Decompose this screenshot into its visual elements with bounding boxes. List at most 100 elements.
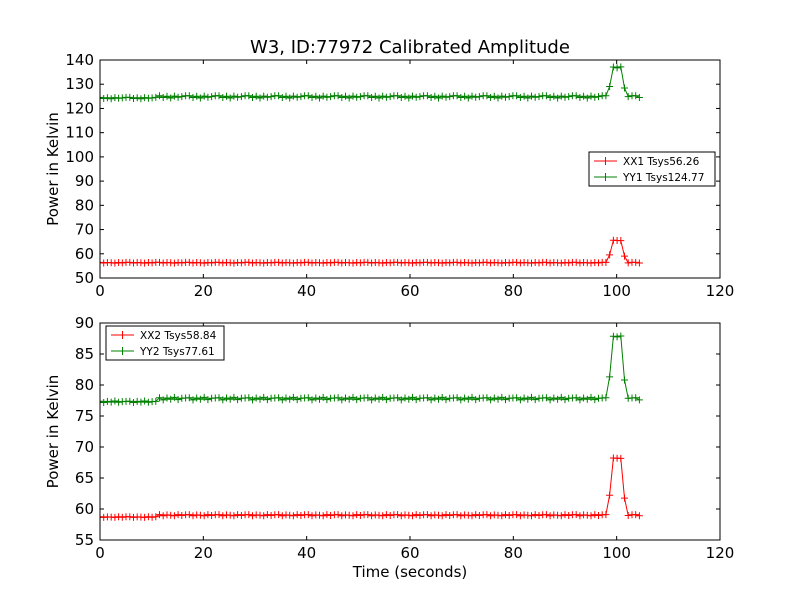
x-tick-label: 40	[297, 544, 316, 562]
series-2-group	[100, 63, 643, 103]
data-point	[260, 259, 268, 267]
data-point	[137, 95, 145, 103]
data-point	[327, 93, 335, 101]
y-tick-label: 70	[75, 221, 94, 239]
data-point	[178, 93, 186, 101]
data-point	[126, 258, 134, 266]
data-point	[397, 94, 405, 101]
data-point	[457, 512, 465, 520]
data-point	[624, 93, 632, 101]
data-point	[602, 92, 610, 100]
data-point	[156, 258, 163, 266]
y-tick-label: 110	[65, 124, 94, 142]
data-point	[587, 512, 595, 520]
y-tick-label: 60	[75, 245, 94, 263]
data-point	[423, 394, 431, 402]
legend: XX2 Tsys58.84 YY2 Tsys77.61	[105, 325, 225, 361]
data-point	[100, 399, 108, 406]
data-point	[130, 399, 137, 406]
data-point	[170, 259, 178, 267]
data-point	[583, 395, 591, 403]
data-point	[342, 92, 349, 100]
data-point	[542, 394, 550, 402]
data-point	[475, 512, 483, 519]
x-tick-label: 0	[95, 544, 105, 562]
data-point	[401, 92, 409, 100]
y-tick-label: 120	[65, 99, 94, 117]
data-point	[286, 395, 294, 403]
data-point	[557, 92, 565, 100]
data-point	[416, 512, 424, 519]
series-2-group	[100, 332, 643, 406]
data-point	[591, 511, 599, 519]
data-point	[267, 93, 275, 101]
y-axis-label: Power in Kelvin	[44, 112, 62, 226]
data-point	[319, 259, 327, 267]
data-point	[278, 512, 286, 520]
data-point	[152, 397, 160, 405]
x-tick-label: 20	[194, 282, 213, 300]
data-point	[170, 512, 178, 520]
data-point	[606, 251, 614, 259]
data-point	[635, 94, 643, 101]
data-point	[635, 259, 643, 267]
data-point	[557, 512, 565, 520]
data-point	[502, 396, 509, 404]
data-point	[100, 513, 104, 521]
data-point	[368, 94, 376, 101]
data-point	[159, 94, 167, 101]
data-point	[494, 94, 502, 102]
data-point	[249, 94, 256, 101]
data-point	[208, 512, 216, 519]
data-point	[193, 92, 201, 100]
data-point	[200, 512, 208, 520]
data-point	[297, 512, 305, 519]
data-point	[621, 252, 628, 260]
y-tick-label: 70	[75, 438, 94, 456]
data-point	[249, 512, 256, 520]
data-point	[412, 396, 420, 404]
data-point	[442, 511, 450, 519]
data-point	[490, 394, 498, 402]
data-point	[613, 64, 621, 72]
x-tick-label: 100	[602, 282, 631, 300]
data-point	[368, 396, 376, 404]
data-point	[617, 454, 625, 462]
data-point	[546, 512, 554, 520]
data-point	[528, 259, 535, 267]
data-point	[334, 92, 342, 100]
data-point	[245, 511, 253, 519]
data-point	[371, 394, 379, 402]
data-point	[219, 94, 227, 101]
data-point	[349, 393, 357, 401]
data-point	[520, 394, 528, 402]
x-tick-label: 120	[706, 282, 735, 300]
data-point	[483, 258, 491, 266]
data-point	[464, 94, 472, 102]
data-point	[226, 94, 234, 102]
data-point	[572, 92, 580, 100]
data-point	[230, 393, 238, 401]
data-point	[263, 396, 271, 404]
data-point	[219, 512, 227, 520]
data-point	[230, 92, 238, 100]
data-point	[528, 512, 535, 520]
data-point	[356, 93, 364, 101]
data-point	[572, 511, 580, 519]
data-point	[304, 394, 312, 402]
legend-marker	[601, 157, 610, 165]
data-point	[572, 258, 580, 266]
data-point	[513, 511, 521, 519]
data-point	[609, 63, 617, 71]
data-point	[606, 491, 614, 499]
data-point	[394, 92, 402, 100]
data-point	[107, 95, 115, 103]
data-point	[141, 259, 149, 267]
data-point	[386, 93, 394, 101]
data-point	[278, 94, 286, 101]
data-point	[461, 92, 469, 100]
data-point	[349, 259, 357, 267]
data-point	[516, 94, 524, 101]
